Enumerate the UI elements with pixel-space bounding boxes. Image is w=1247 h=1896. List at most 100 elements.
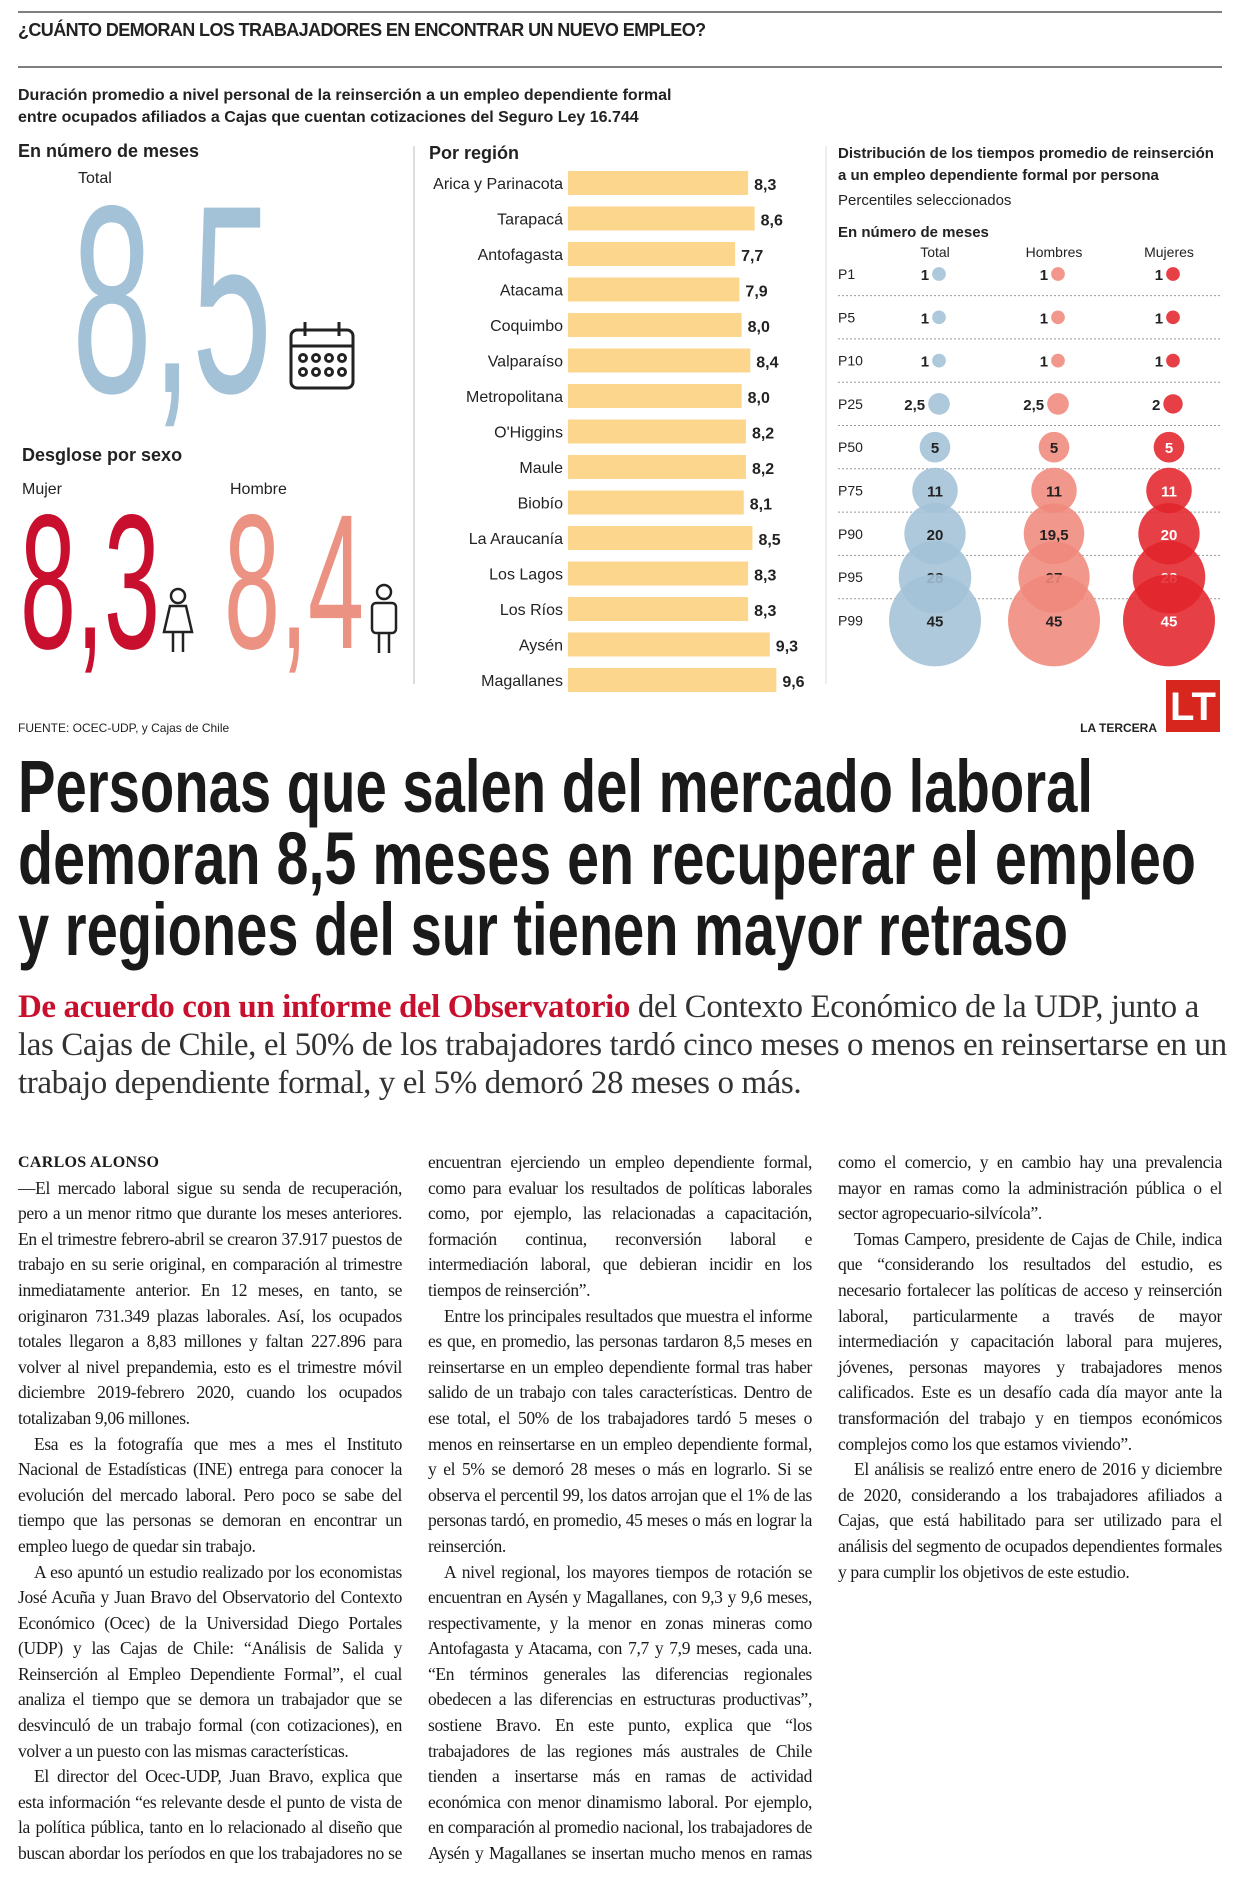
value-label: 7,9 (745, 284, 767, 301)
bubble-label: 45 (1046, 613, 1063, 630)
category-label: Antofagasta (478, 247, 564, 264)
bubble-label: 11 (1046, 484, 1062, 501)
bar (568, 597, 749, 621)
bubble (1166, 267, 1180, 281)
deck-lead: De acuerdo con un informe del Observator… (18, 989, 630, 1025)
category-label: La Araucanía (469, 531, 563, 548)
value-label: 9,3 (776, 639, 798, 656)
row-label: P75 (838, 483, 863, 499)
heading: En número de meses (18, 141, 199, 161)
bubble (1008, 574, 1100, 667)
category-label: Maule (519, 460, 563, 477)
legend-label: Hombres (1026, 244, 1083, 260)
mujer-value: 8,3 (20, 474, 160, 689)
deck: De acuerdo con un informe del Observator… (18, 988, 1228, 1102)
heading: En número de meses (838, 224, 989, 241)
byline: CARLOS ALONSO (18, 1154, 160, 1171)
bubble-label: 2,5 (904, 397, 925, 414)
bar (568, 455, 746, 479)
category-label: Los Lagos (489, 567, 563, 584)
headline: Personas que salen del mercado laboral (18, 745, 1093, 828)
bar (568, 242, 736, 266)
bar (568, 348, 751, 373)
value-label: 8,6 (761, 213, 783, 230)
value-label: 8,4 (756, 355, 778, 372)
category-label: Biobío (518, 496, 563, 513)
hombre-value: 8,4 (224, 474, 364, 689)
paragraph: A nivel regional, los mayores tiempos de… (428, 1152, 1222, 1864)
bubble (1166, 353, 1180, 368)
bubble (1051, 267, 1065, 281)
bubble (912, 467, 958, 514)
category-label: Los Ríos (500, 602, 563, 619)
bubble (1051, 353, 1065, 368)
bubble-label: 1 (1040, 267, 1048, 284)
bar (568, 206, 755, 231)
bubble-label: 2 (1152, 397, 1160, 414)
row-label: P95 (838, 569, 863, 585)
man-icon (370, 583, 398, 653)
bubble-label: 1 (1155, 267, 1163, 284)
bar (568, 668, 777, 692)
row-label: P25 (838, 396, 863, 412)
bubble (1163, 394, 1183, 414)
subtitle: Percentiles seleccionados (838, 192, 1011, 209)
paragraph: El director del Ocec-UDP, Juan Bravo, ex… (18, 1152, 812, 1864)
bubble (889, 574, 981, 667)
bubble-label: 11 (927, 484, 943, 501)
category-label: Magallanes (481, 673, 563, 690)
row-label: P5 (838, 309, 855, 325)
bar (568, 171, 749, 195)
bar (568, 277, 740, 302)
bar (568, 526, 753, 550)
bar (568, 384, 742, 408)
row-label: P50 (838, 439, 863, 455)
logo-box (1166, 680, 1220, 732)
bar (568, 632, 770, 657)
label: Total (78, 170, 112, 187)
bubble-label: 1 (1040, 310, 1048, 327)
value-label: 8,3 (754, 568, 776, 585)
kicker: ¿CUÁNTO DEMORAN LOS TRABAJADORES EN ENCO… (18, 19, 706, 40)
bar (568, 561, 749, 586)
brand: LA TERCERA (1080, 721, 1157, 735)
value-label: 8,3 (754, 603, 776, 620)
category-label: Tarapacá (497, 212, 563, 229)
heading: Desglose por sexo (22, 445, 182, 465)
subtitle: entre ocupados afiliados a Cajas que cue… (18, 109, 639, 126)
bubble-label: 45 (927, 613, 944, 630)
bubble-label: 19,5 (1039, 527, 1068, 544)
paragraph: —El mercado laboral sigue su senda de re… (18, 1177, 402, 1428)
value-label: 7,7 (741, 248, 763, 265)
bar (568, 313, 742, 337)
value-label: 8,5 (758, 532, 780, 549)
bubble (1038, 431, 1070, 463)
headline: demoran 8,5 meses en recuperar el empleo (18, 817, 1196, 900)
row-label: P10 (838, 353, 863, 369)
category-label: Coquimbo (490, 318, 563, 335)
headline: y regiones del sur tienen mayor retraso (18, 888, 1068, 971)
bubble-label: 5 (931, 440, 939, 457)
bubble-label: 1 (1155, 310, 1163, 327)
row-label: P1 (838, 266, 855, 282)
source: FUENTE: OCEC-UDP, y Cajas de Chile (18, 721, 229, 735)
heading: Distribución de los tiempos promedio de … (838, 145, 1214, 162)
bubble (1047, 393, 1069, 415)
bubble (1166, 310, 1180, 325)
logo: LT (1170, 685, 1216, 729)
bubble (932, 267, 946, 281)
legend-label: Mujeres (1144, 244, 1194, 260)
category-label: O'Higgins (494, 425, 563, 442)
bubble-label: 11 (1161, 484, 1177, 501)
total-value: 8,5 (72, 149, 272, 449)
category-label: Metropolitana (466, 389, 563, 406)
bubble-label: 20 (927, 527, 944, 544)
row-label: P99 (838, 612, 863, 628)
category-label: Aysén (519, 638, 563, 655)
bubble (1153, 431, 1185, 463)
woman-icon (162, 587, 194, 652)
value-label: 8,2 (752, 461, 774, 478)
bubble (932, 353, 946, 368)
bubble (928, 393, 950, 415)
